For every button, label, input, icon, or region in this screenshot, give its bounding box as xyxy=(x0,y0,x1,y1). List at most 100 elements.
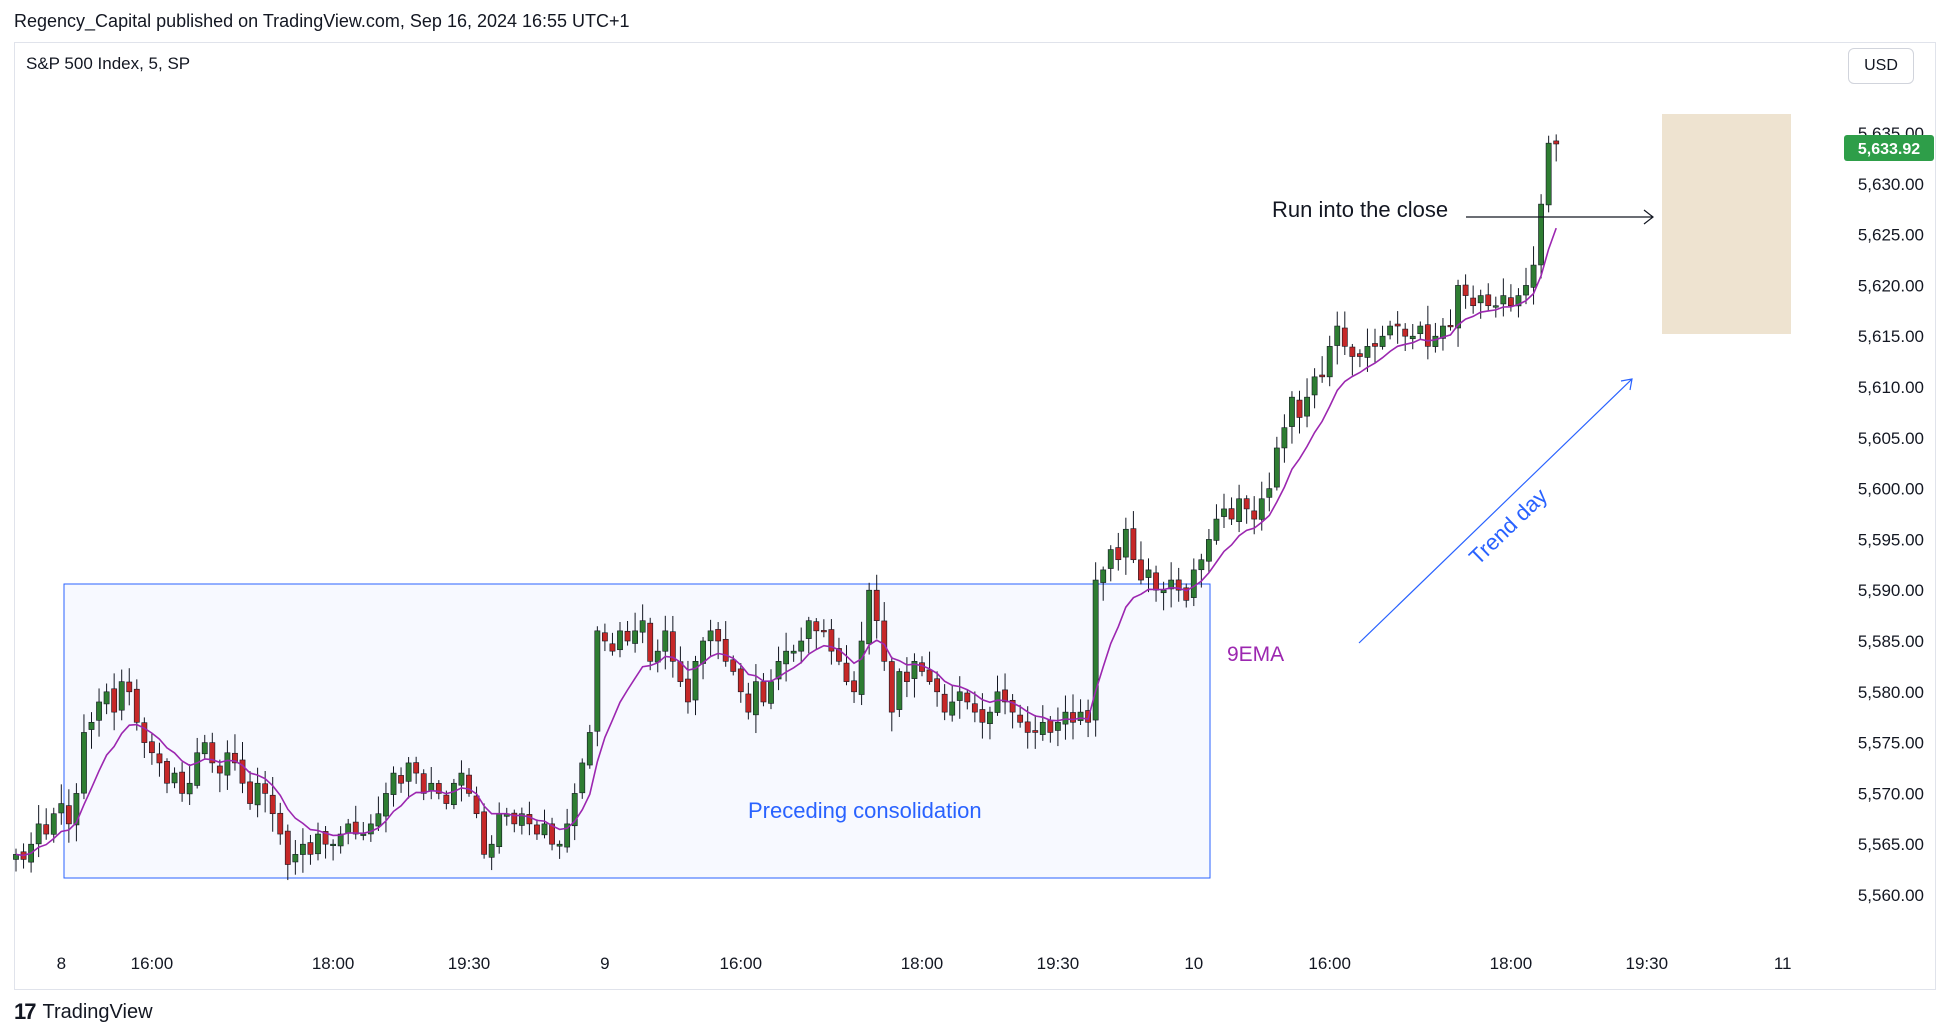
candle-body-down xyxy=(247,781,253,804)
candle xyxy=(1077,699,1084,726)
candle xyxy=(594,626,601,747)
candle-body-up xyxy=(1258,498,1265,520)
candle xyxy=(911,653,918,698)
candle xyxy=(526,801,533,836)
candle xyxy=(1092,562,1099,737)
candle-body-down xyxy=(624,630,631,642)
candle xyxy=(1545,135,1552,213)
candle xyxy=(413,756,420,784)
currency-button[interactable]: USD xyxy=(1848,48,1914,84)
candle-body-up xyxy=(390,772,397,795)
candle-body-up xyxy=(556,843,563,847)
candle-body-down xyxy=(322,831,329,845)
candle-body-up xyxy=(1379,335,1386,347)
candle xyxy=(790,644,797,662)
candle xyxy=(1009,694,1016,729)
candle xyxy=(1228,497,1235,526)
price-tick-label: 5,595.00 xyxy=(1858,530,1924,549)
candle-body-up xyxy=(1334,325,1341,346)
candle-body-down xyxy=(65,805,72,825)
candle-body-down xyxy=(149,741,155,754)
candle xyxy=(1281,414,1288,463)
candle xyxy=(73,783,80,842)
publisher-header: Regency_Capital published on TradingView… xyxy=(14,11,630,31)
candle-body-down xyxy=(828,629,835,652)
candle xyxy=(1304,378,1310,428)
candle-body-up xyxy=(50,813,57,835)
candle-body-down xyxy=(971,703,978,713)
candle-body-down xyxy=(851,680,857,693)
candle-body-down xyxy=(284,830,291,865)
candle-body-down xyxy=(1009,699,1016,713)
candle xyxy=(466,768,472,797)
candle-body-up xyxy=(458,772,465,786)
candle xyxy=(1319,356,1326,383)
candle xyxy=(1334,311,1341,365)
candle-body-up xyxy=(405,762,412,782)
trend-day-arrow xyxy=(1358,378,1633,644)
candle xyxy=(1500,278,1507,317)
candle-body-up xyxy=(186,782,193,795)
candle xyxy=(1515,288,1522,318)
time-tick-label: 8 xyxy=(57,954,66,973)
candle xyxy=(1145,558,1152,593)
tradingview-footer[interactable]: 17 TradingView xyxy=(14,999,153,1025)
candle-body-up xyxy=(13,854,19,860)
candle xyxy=(1070,694,1076,740)
candle-body-down xyxy=(466,774,472,794)
candle-body-up xyxy=(639,620,646,633)
candle xyxy=(1138,541,1144,585)
candle-body-down xyxy=(511,812,518,825)
symbol-label[interactable]: S&P 500 Index, 5, SP xyxy=(26,54,191,73)
candle-body-down xyxy=(715,629,722,642)
candle-body-up xyxy=(1055,721,1061,731)
candle-body-down xyxy=(277,812,284,835)
candle xyxy=(956,676,963,719)
candle xyxy=(1455,279,1461,347)
candle xyxy=(1221,493,1227,529)
candle-body-down xyxy=(601,632,608,642)
candle-body-down xyxy=(352,821,359,835)
candle xyxy=(149,733,155,765)
candle xyxy=(133,679,140,731)
candle-body-up xyxy=(1364,346,1371,358)
candle-body-down xyxy=(813,621,820,632)
candle xyxy=(209,732,216,773)
candle-body-down xyxy=(1130,528,1137,561)
candle-body-up xyxy=(798,640,805,652)
candle xyxy=(647,617,654,671)
candle xyxy=(450,778,457,810)
candle-body-up xyxy=(1455,285,1461,329)
price-axis[interactable]: 5,560.00 5,565.00 5,570.00 5,575.00 5,580.00… xyxy=(1858,124,1924,905)
candle-body-down xyxy=(1228,508,1235,520)
candle-body-up xyxy=(367,823,374,835)
candle xyxy=(798,627,805,664)
candle xyxy=(186,764,193,805)
candle-body-down xyxy=(964,692,971,703)
candle xyxy=(987,706,993,740)
candle xyxy=(1273,436,1280,491)
candle-body-up xyxy=(1304,396,1310,417)
candle-body-down xyxy=(941,693,948,713)
candle-body-down xyxy=(1447,325,1454,328)
candle-body-up xyxy=(58,803,65,814)
candle-body-up xyxy=(752,681,759,716)
price-tick-label: 5,590.00 xyxy=(1858,581,1924,600)
candle-body-up xyxy=(1492,305,1499,308)
candle-body-down xyxy=(609,643,616,652)
candle xyxy=(1326,335,1333,387)
candle xyxy=(632,612,638,653)
candle-body-up xyxy=(1107,549,1114,569)
candle xyxy=(1379,325,1386,350)
candle-body-down xyxy=(1047,720,1054,733)
candle-body-down xyxy=(156,753,163,764)
price-tick-label: 5,585.00 xyxy=(1858,632,1924,651)
time-axis[interactable]: 8 16:00 18:00 19:30 9 16:00 18:00 19:30 10 16:00 1… xyxy=(57,954,1792,973)
candle xyxy=(964,689,971,710)
candle xyxy=(1055,707,1061,747)
candle-body-up xyxy=(866,589,873,645)
candle-body-up xyxy=(956,691,963,701)
candle-body-up xyxy=(617,630,623,651)
candle xyxy=(1062,695,1069,740)
